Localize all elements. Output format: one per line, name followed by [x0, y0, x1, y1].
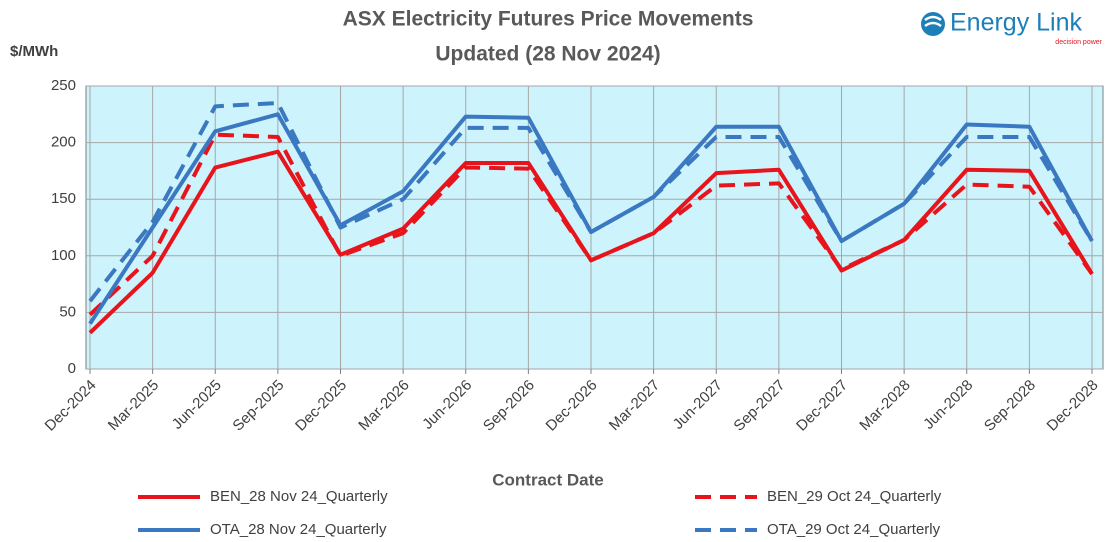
x-tick-label: Sep-2027	[730, 377, 788, 435]
legend-label: BEN_28 Nov 24_Quarterly	[210, 488, 388, 505]
y-tick-label: 150	[51, 190, 76, 207]
plot-area	[85, 85, 1104, 370]
x-tick-label: Mar-2028	[856, 377, 913, 434]
x-tick-label: Jun-2028	[920, 377, 976, 433]
x-axis-label: Contract Date	[492, 470, 603, 489]
series-line	[88, 100, 1094, 303]
y-tick-label: 200	[51, 134, 76, 151]
logo-icon-wave	[924, 15, 942, 28]
x-tick-label: Dec-2028	[1044, 377, 1102, 435]
logo: Energy Link	[950, 9, 1083, 37]
x-tick-label: Mar-2026	[355, 377, 412, 434]
legend-label: OTA_29 Oct 24_Quarterly	[767, 521, 941, 538]
y-axis-label: $/MWh	[10, 43, 58, 60]
x-tick-label: Jun-2025	[169, 377, 225, 433]
x-tick-label: Sep-2028	[981, 377, 1039, 435]
y-tick-label: 0	[68, 360, 76, 377]
series-line	[88, 132, 1094, 317]
y-tick-label: 100	[51, 247, 76, 264]
x-tick-label: Dec-2024	[42, 377, 100, 435]
legend-label: BEN_29 Oct 24_Quarterly	[767, 488, 942, 505]
chart-subtitle: Updated (28 Nov 2024)	[435, 43, 660, 66]
x-tick-label: Mar-2027	[606, 377, 663, 434]
legend-label: OTA_28 Nov 24_Quarterly	[210, 521, 387, 538]
x-tick-label: Mar-2025	[105, 377, 162, 434]
logo-tagline: decision power	[1055, 39, 1102, 46]
y-tick-label: 50	[59, 303, 76, 320]
x-tick-label: Sep-2025	[229, 377, 287, 435]
chart-title: ASX Electricity Futures Price Movements	[343, 8, 754, 31]
x-tick-label: Dec-2027	[793, 377, 851, 435]
y-tick-label: 250	[51, 77, 76, 94]
x-tick-label: Jun-2026	[419, 377, 475, 433]
x-tick-label: Jun-2027	[670, 377, 726, 433]
x-tick-label: Dec-2026	[543, 377, 601, 435]
x-tick-label: Dec-2025	[292, 377, 350, 435]
x-tick-label: Sep-2026	[480, 377, 538, 435]
